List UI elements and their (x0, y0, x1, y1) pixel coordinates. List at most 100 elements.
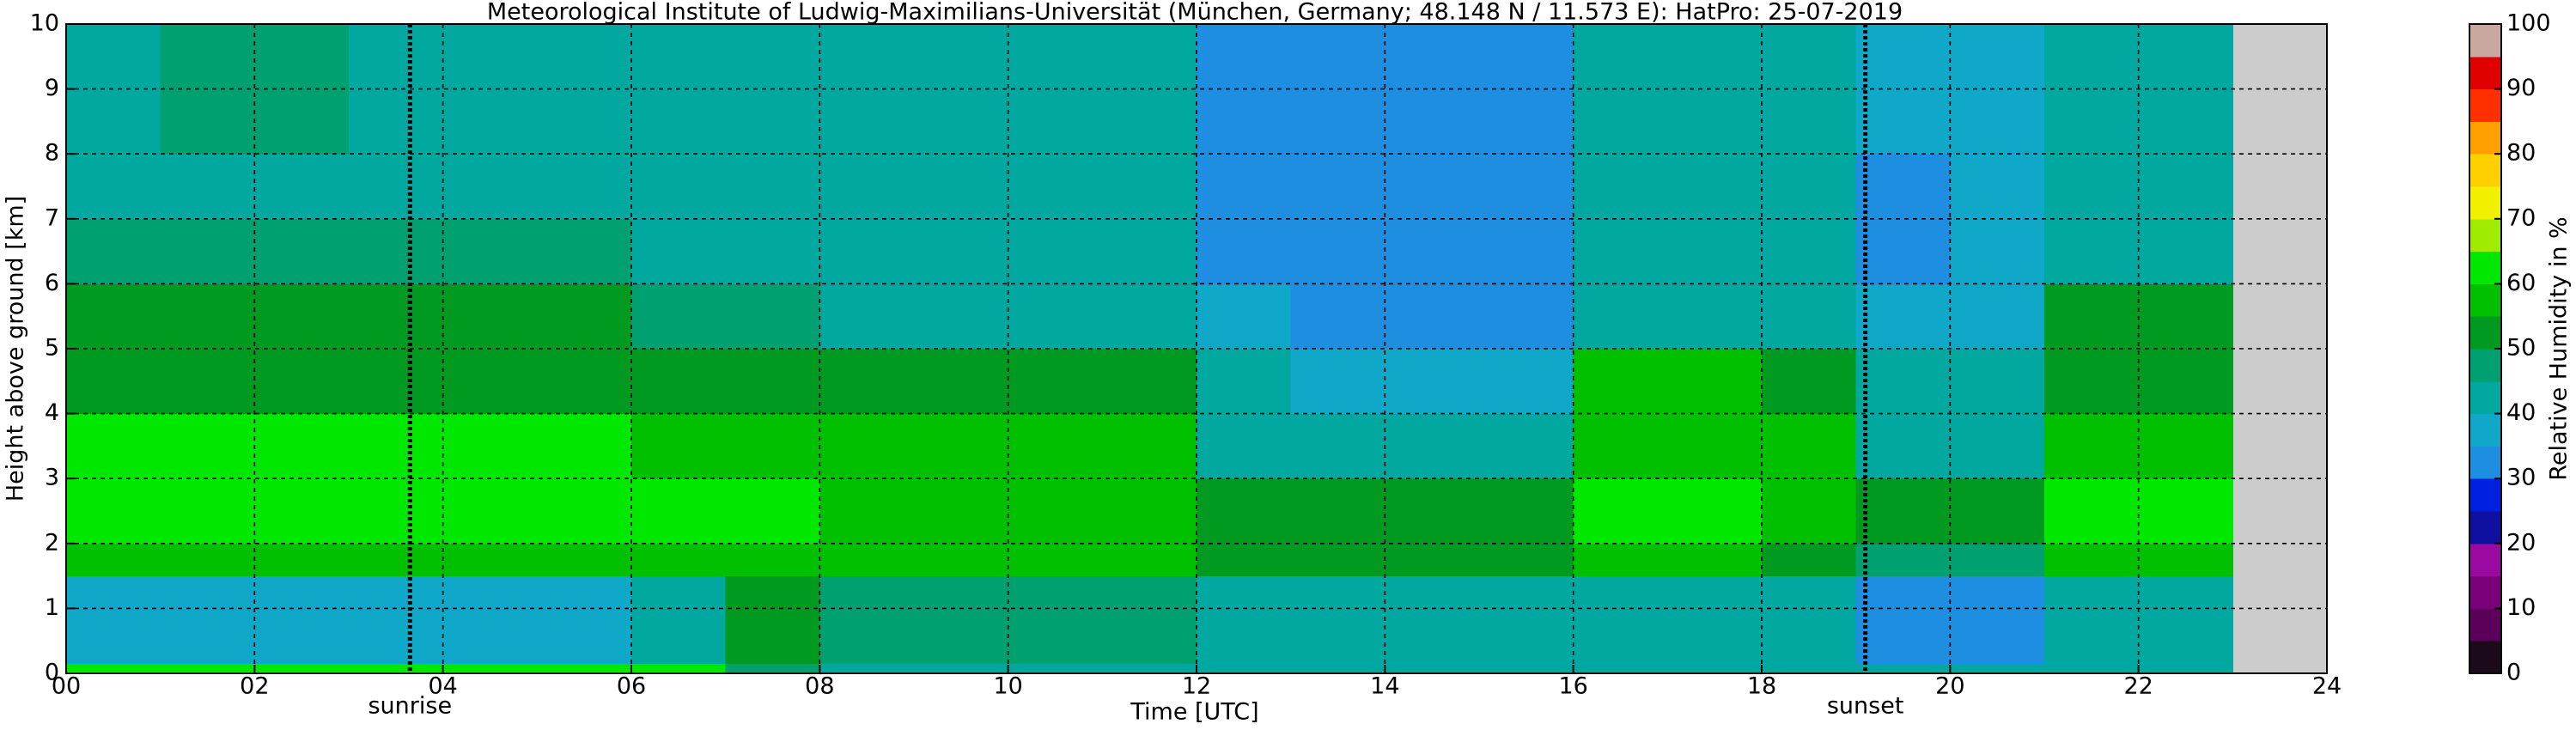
y-tick-label: 7 (45, 204, 59, 231)
x-tick-label: 22 (2123, 673, 2153, 700)
heatmap-cell (1762, 478, 1857, 544)
heatmap-cell (725, 283, 820, 350)
y-axis-label: Height above ground [km] (3, 196, 29, 502)
heatmap-cell (349, 283, 444, 350)
colorbar-tick-label: 10 (2506, 594, 2536, 621)
heatmap-cell (2044, 349, 2140, 415)
heatmap-cell (631, 663, 727, 674)
heatmap-cell (1008, 543, 1103, 577)
heatmap-cell (2138, 24, 2233, 155)
heatmap-cell (2138, 663, 2233, 674)
heatmap-cell (254, 663, 350, 674)
colorbar-swatch (2469, 121, 2501, 155)
heatmap-cell (1290, 543, 1385, 577)
heatmap-cell (349, 154, 444, 220)
heatmap-cell (1197, 218, 1292, 284)
heatmap-cell (2044, 543, 2140, 577)
heatmap-cell (537, 575, 632, 665)
heatmap-cell (631, 218, 727, 284)
y-tick-label: 0 (45, 660, 59, 686)
annotation-label: sunrise (368, 693, 452, 720)
colorbar-swatch (2469, 186, 2501, 220)
heatmap-cell (1479, 154, 1574, 220)
heatmap-cell (2044, 478, 2140, 544)
x-tick-label: 14 (1370, 673, 1399, 700)
colorbar-swatch (2469, 283, 2501, 317)
heatmap-cell (349, 478, 444, 544)
heatmap-cell (1855, 154, 1951, 220)
heatmap-cell (819, 154, 915, 220)
heatmap-cell (2138, 575, 2233, 665)
heatmap-cell (1762, 413, 1857, 479)
heatmap-cell (1855, 349, 1951, 415)
heatmap-cell (1950, 283, 2045, 350)
heatmap-cell (537, 543, 632, 577)
heatmap-cell (349, 543, 444, 577)
heatmap-cell (160, 478, 255, 544)
y-tick-label: 1 (45, 594, 59, 621)
heatmap-cell (1950, 413, 2045, 479)
heatmap-cell (442, 218, 538, 284)
heatmap-cell (1573, 478, 1668, 544)
heatmap-cell (819, 283, 915, 350)
y-tick-label: 8 (45, 140, 59, 167)
heatmap-cell (1667, 543, 1763, 577)
y-tick-label: 3 (45, 465, 59, 491)
heatmap-cell (2138, 478, 2233, 544)
heatmap-cell (254, 218, 350, 284)
colorbar-swatch (2469, 316, 2501, 350)
y-tick-label: 6 (45, 270, 59, 296)
heatmap-cell (1008, 413, 1103, 479)
heatmap-cell (1197, 478, 1292, 544)
heatmap-cell (537, 663, 632, 674)
heatmap-cell (631, 575, 727, 665)
heatmap-cell (1008, 663, 1103, 674)
heatmap-cell (1290, 663, 1385, 674)
heatmap-cell (1667, 413, 1763, 479)
heatmap-cell (254, 478, 350, 544)
x-tick-label: 02 (240, 673, 269, 700)
x-tick-label: 04 (428, 673, 457, 700)
heatmap-cell (1102, 663, 1197, 674)
x-axis-label: Time [UTC] (1130, 699, 1258, 726)
heatmap-cell (537, 218, 632, 284)
heatmap-cell (349, 349, 444, 415)
heatmap-cell (66, 663, 161, 674)
colorbar-swatch (2469, 413, 2501, 447)
heatmap-cell (725, 543, 820, 577)
heatmap-cell (1290, 413, 1385, 479)
heatmap-cell (725, 478, 820, 544)
heatmap-cell (1102, 218, 1197, 284)
heatmap-cell (537, 154, 632, 220)
colorbar-swatch (2469, 349, 2501, 382)
colorbar-tick-label: 0 (2506, 660, 2521, 686)
colorbar-swatch (2469, 154, 2501, 187)
heatmap-cell (1573, 349, 1668, 415)
heatmap-cell (66, 413, 161, 479)
heatmap-cell (2044, 154, 2140, 220)
heatmap-cell (66, 349, 161, 415)
heatmap-cell (2138, 413, 2233, 479)
heatmap-cell (1573, 413, 1668, 479)
heatmap-cell (160, 283, 255, 350)
heatmap-cell (254, 349, 350, 415)
y-tick-label: 2 (45, 529, 59, 556)
heatmap-cell (631, 349, 727, 415)
heatmap-cell (2044, 283, 2140, 350)
colorbar-tick-label: 20 (2506, 529, 2536, 556)
heatmap-cell (2044, 218, 2140, 284)
heatmap-cell (2044, 575, 2140, 665)
colorbar-swatch (2469, 56, 2501, 90)
heatmap-cell (1479, 413, 1574, 479)
heatmap-cell (1762, 218, 1857, 284)
heatmap-cell (1290, 154, 1385, 220)
y-tick-label: 9 (45, 75, 59, 101)
colorbar-swatch (2469, 543, 2501, 577)
heatmap-cell (1197, 575, 1292, 665)
heatmap-cell (1479, 543, 1574, 577)
heatmap-cell (1102, 413, 1197, 479)
heatmap-cell (1573, 218, 1668, 284)
heatmap-cell (254, 413, 350, 479)
x-tick-label: 24 (2312, 673, 2342, 700)
heatmap-cell (1197, 543, 1292, 577)
